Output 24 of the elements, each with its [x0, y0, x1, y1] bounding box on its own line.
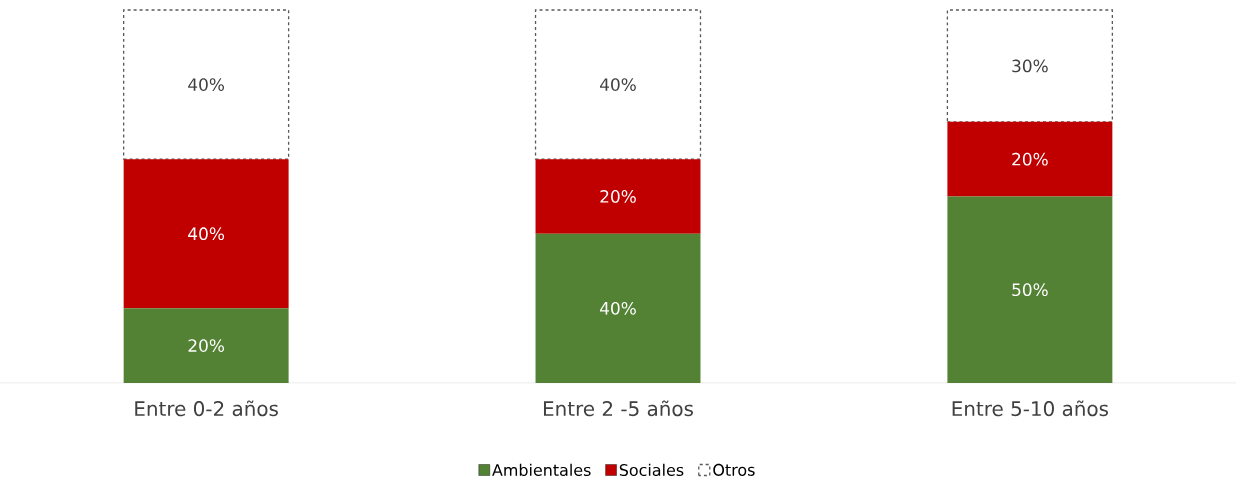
bar — [535, 233, 701, 383]
data-label: 40% — [188, 78, 225, 92]
data-label: 50% — [1012, 283, 1048, 297]
legend-label: Otros — [713, 463, 755, 476]
bar — [534, 9, 702, 160]
legend-label: Ambientales — [492, 463, 591, 477]
bar — [947, 196, 1113, 383]
bar — [123, 308, 289, 383]
bar — [947, 121, 1113, 197]
bar — [946, 9, 1114, 123]
bar — [123, 159, 289, 309]
data-label: 40% — [188, 227, 225, 241]
data-label: 20% — [188, 339, 225, 353]
legend-label: Sociales — [619, 463, 684, 477]
data-label: 30% — [1012, 59, 1048, 73]
x-tick-label: Entre 0-2 años — [135, 400, 278, 417]
x-tick-label: Entre 5-10 años — [952, 400, 1109, 417]
bar — [535, 159, 701, 234]
data-label: 20% — [1012, 152, 1048, 166]
bar — [123, 9, 290, 160]
x-tick-label: Entre 2 -5 años — [543, 400, 693, 417]
data-label: 40% — [600, 78, 636, 92]
data-label: 40% — [600, 301, 636, 315]
data-label: 20% — [600, 190, 636, 203]
